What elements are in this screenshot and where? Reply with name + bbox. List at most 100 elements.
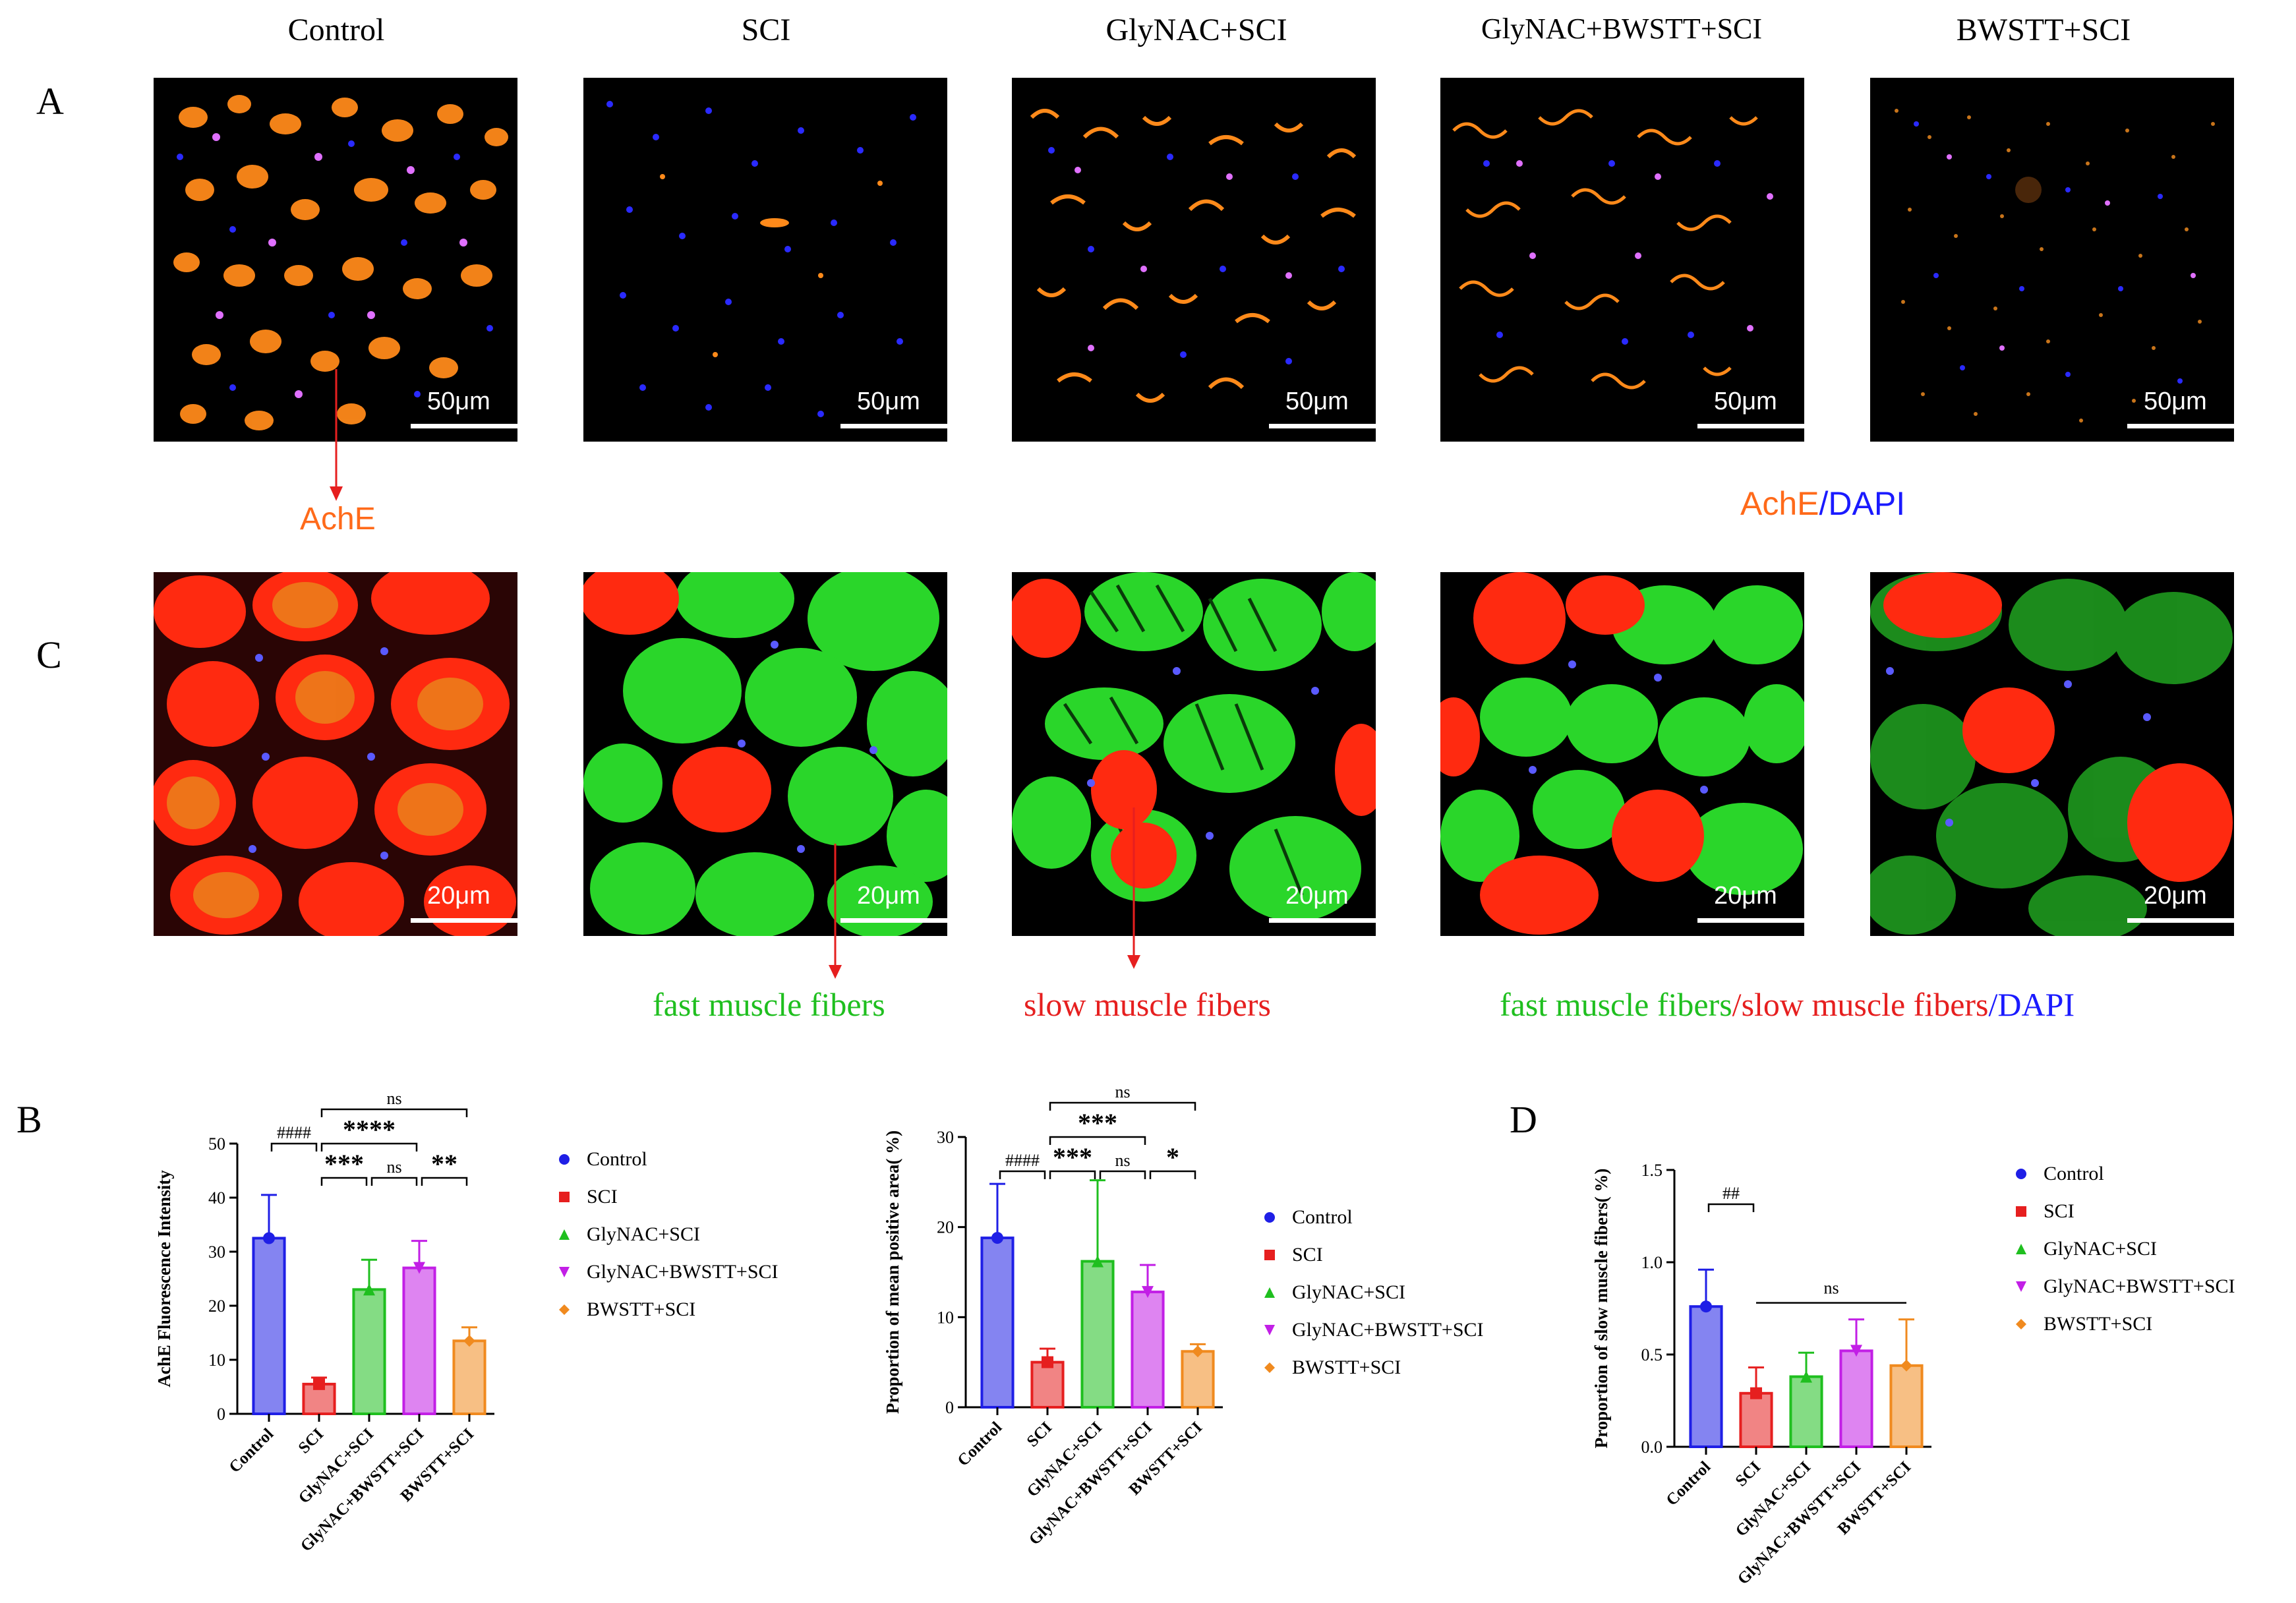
y-tick-label: 0.5	[1641, 1345, 1663, 1364]
data-point	[1750, 1387, 1762, 1399]
legend-label: Control	[2044, 1163, 2104, 1185]
bar	[1131, 1291, 1165, 1409]
x-tick-label: Control	[1663, 1458, 1715, 1509]
ache-arrow	[330, 369, 343, 501]
significance-label: ##	[1722, 1184, 1740, 1203]
legend-entry: GlyNAC+SCI	[1259, 1280, 1405, 1304]
bar	[1889, 1364, 1924, 1448]
scalebar-label: 20μm	[1285, 882, 1349, 910]
scalebar	[1269, 424, 1376, 428]
scalebar-label: 50μm	[2144, 388, 2207, 415]
significance-label: ns	[386, 1089, 401, 1108]
significance-label: ***	[1078, 1108, 1117, 1138]
y-tick-label: 20	[208, 1297, 225, 1316]
panel-letter-a: A	[36, 80, 64, 123]
legend-swatch	[1264, 1362, 1275, 1374]
significance-label: ####	[277, 1123, 311, 1142]
bar	[452, 1339, 486, 1415]
bar	[1689, 1305, 1723, 1449]
legend-swatch	[1264, 1250, 1275, 1261]
y-axis-label: AchE Fluorescence Intensity	[154, 1170, 174, 1387]
micrograph-c-bwstt-sci: 20μm	[1870, 572, 2234, 936]
y-tick-label: 40	[208, 1188, 225, 1208]
legend-marker	[1264, 1287, 1275, 1298]
chart-b1-svg: AchE Fluorescence Intensity 0 10 20 30 40 50 Co…	[154, 1089, 494, 1556]
legend-swatch	[559, 1229, 570, 1240]
y-axis-label: Proportion of mean positive area( %)	[883, 1130, 902, 1414]
significance-bracket	[1707, 1203, 1755, 1212]
y-axis-label: Proportion of slow muscle fibers( %)	[1591, 1169, 1611, 1449]
chart-d-slow-fibers: Proportion of slow muscle fibers( %) 0.0 0…	[1589, 1107, 1984, 1598]
panel-letter-d: D	[1510, 1098, 1537, 1141]
ache-dapi-legend: AchE/DAPI	[1740, 484, 1905, 523]
micrograph-a-sci: 50μm	[583, 78, 947, 442]
legend-label: BWSTT+SCI	[587, 1298, 696, 1321]
scalebar	[1697, 424, 1804, 428]
legend-marker	[559, 1154, 570, 1165]
legend-label: SCI	[1292, 1244, 1323, 1266]
legend-label: SCI	[587, 1186, 618, 1208]
scalebar-label: 50μm	[1285, 388, 1349, 415]
legend-label: GlyNAC+SCI	[2044, 1238, 2157, 1260]
data-point	[1192, 1345, 1204, 1358]
legend-marker	[2016, 1244, 2026, 1255]
bar	[1839, 1349, 1873, 1448]
fiber-stain-control	[154, 572, 517, 936]
legend-d: Control SCI GlyNAC+SCI GlyNAC+BWSTT+SCI BWST…	[2011, 1161, 2294, 1335]
legend-marker	[1264, 1362, 1275, 1374]
legend-entry: GlyNAC+BWSTT+SCI	[1259, 1318, 1484, 1341]
significance-bracket	[270, 1142, 318, 1151]
legend-b1: Control SCI GlyNAC+SCI GlyNAC+BWSTT+SCI BWST…	[554, 1147, 844, 1321]
legend-swatch	[559, 1267, 570, 1278]
bar	[1030, 1360, 1065, 1409]
micrograph-c-glynac-bwstt-sci: 20μm	[1440, 572, 1804, 936]
y-tick-label: 0	[217, 1405, 225, 1424]
legend-entry: GlyNAC+BWSTT+SCI	[554, 1260, 779, 1283]
significance-label: **	[431, 1149, 457, 1179]
bar	[1739, 1391, 1773, 1448]
fast-fiber-label: fast muscle fibers	[653, 986, 885, 1023]
chart-b2-svg: Proportion of mean positive area( %) 0 10 2…	[883, 1082, 1223, 1549]
scalebar	[840, 918, 947, 923]
legend-entry: GlyNAC+SCI	[554, 1222, 700, 1246]
fiber-stain-glynac-sci	[1012, 572, 1376, 921]
fast-legend-text: fast muscle fibers	[1500, 986, 1732, 1023]
data-point	[1142, 1286, 1154, 1298]
fiber-dapi-legend: fast muscle fibers/slow muscle fibers/DA…	[1500, 985, 2075, 1024]
legend-entry: Control	[2011, 1161, 2104, 1185]
legend-label: Control	[587, 1148, 647, 1171]
y-tick-label: 0.0	[1641, 1438, 1663, 1457]
legend-entry: BWSTT+SCI	[1259, 1355, 1401, 1379]
scalebar	[411, 424, 517, 428]
scalebar-label: 20μm	[1714, 882, 1777, 910]
y-tick-label: 0	[945, 1398, 954, 1417]
ache-stain-sci	[606, 101, 916, 417]
y-tick-label: 30	[208, 1242, 225, 1262]
y-tick-label: 10	[937, 1308, 954, 1327]
data-point	[991, 1232, 1003, 1244]
data-point	[1850, 1345, 1862, 1357]
column-title-glynac-sci: GlyNAC+SCI	[1105, 13, 1287, 47]
micrograph-a-glynac-sci: 50μm	[1012, 78, 1376, 442]
micrograph-c-sci: 20μm	[583, 572, 947, 936]
scalebar-label: 20μm	[857, 882, 920, 910]
legend-marker	[2016, 1319, 2026, 1330]
legend-marker	[559, 1267, 570, 1278]
significance-bracket	[320, 1108, 468, 1117]
legend-label: SCI	[2044, 1200, 2075, 1223]
significance-bracket	[1049, 1136, 1146, 1145]
ache-stain-bwstt-sci	[1895, 109, 2215, 423]
legend-entry: SCI	[1259, 1242, 1323, 1266]
scalebar-label: 20μm	[2144, 882, 2207, 910]
ache-stain-glynac-bwstt-sci	[1452, 109, 1773, 390]
legend-swatch	[1264, 1325, 1275, 1336]
legend-label: GlyNAC+SCI	[1292, 1281, 1405, 1304]
legend-entry: SCI	[2011, 1199, 2075, 1223]
legend-swatch	[1264, 1212, 1275, 1223]
dapi-legend-text: DAPI	[1997, 986, 2075, 1023]
significance-bracket	[999, 1170, 1046, 1179]
legend-entry: Control	[1259, 1205, 1353, 1229]
legend-marker	[559, 1192, 570, 1203]
legend-label: BWSTT+SCI	[1292, 1356, 1401, 1379]
x-tick-label: SCI	[295, 1425, 328, 1457]
